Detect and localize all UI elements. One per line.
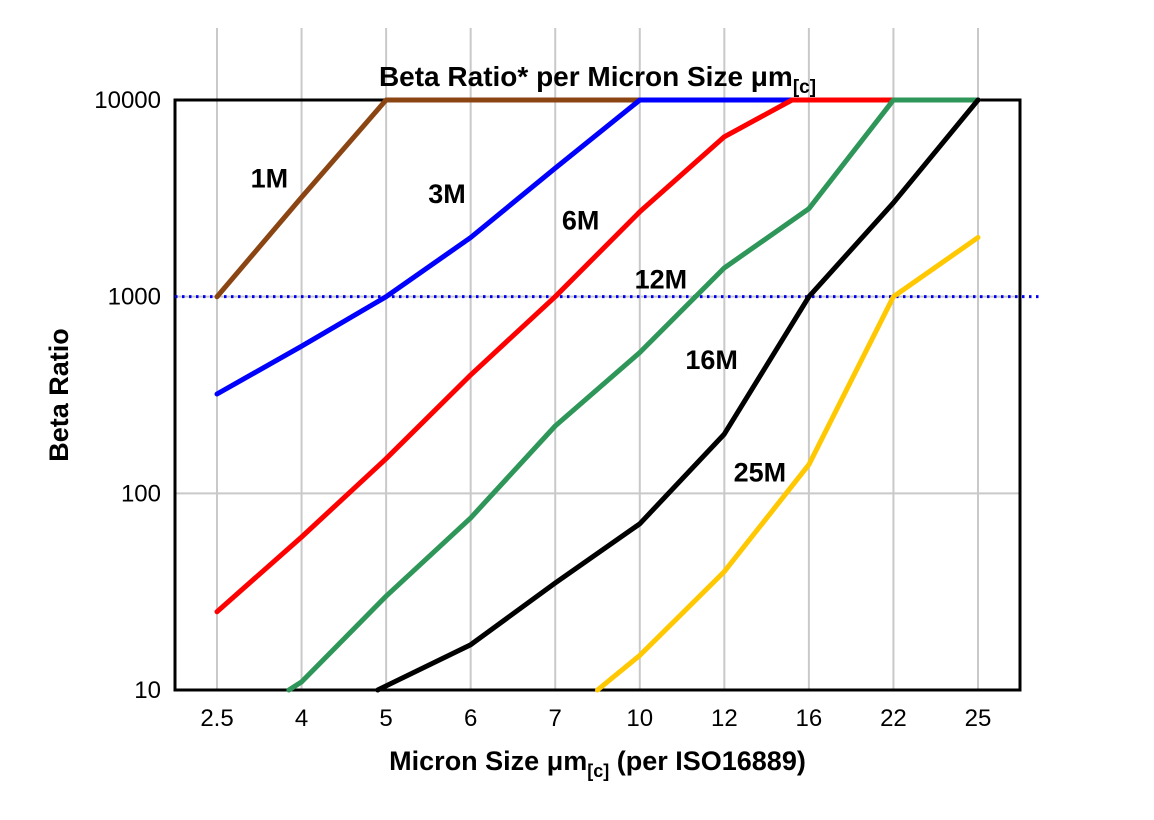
series-label-25M: 25M [734,457,787,487]
x-tick-label-5: 5 [379,705,392,732]
chart-title: Beta Ratio* per Micron Size μm[c] [379,61,816,98]
x-tick-label-25: 25 [965,705,992,732]
x-tick-label-2.5: 2.5 [200,705,233,732]
series-line-1M [214,97,981,300]
series-line-3M [214,97,981,397]
x-tick-label-4: 4 [295,705,308,732]
x-tick-label-12: 12 [711,705,738,732]
series-label-1M: 1M [251,163,289,193]
series-label-12M: 12M [635,265,688,295]
series-label-6M: 6M [562,205,600,235]
y-tick-label-1000: 1000 [108,284,161,311]
x-tick-label-22: 22 [880,705,907,732]
series-line-16M [375,97,981,693]
y-tick-label-10: 10 [134,677,161,704]
series-line-6M [214,97,981,615]
series-line-12M [286,97,981,693]
series-label-16M: 16M [685,345,738,375]
x-tick-label-10: 10 [626,705,653,732]
y-tick-label-100: 100 [121,480,161,507]
series-line-25M [595,235,981,693]
x-tick-label-6: 6 [464,705,477,732]
x-tick-label-16: 16 [796,705,823,732]
y-tick-label-10000: 10000 [94,87,161,114]
x-tick-label-7: 7 [549,705,562,732]
x-axis-label: Micron Size μm[c] (per ISO16889) [389,746,806,781]
series-label-3M: 3M [428,179,466,209]
y-axis-label: Beta Ratio [44,328,74,462]
